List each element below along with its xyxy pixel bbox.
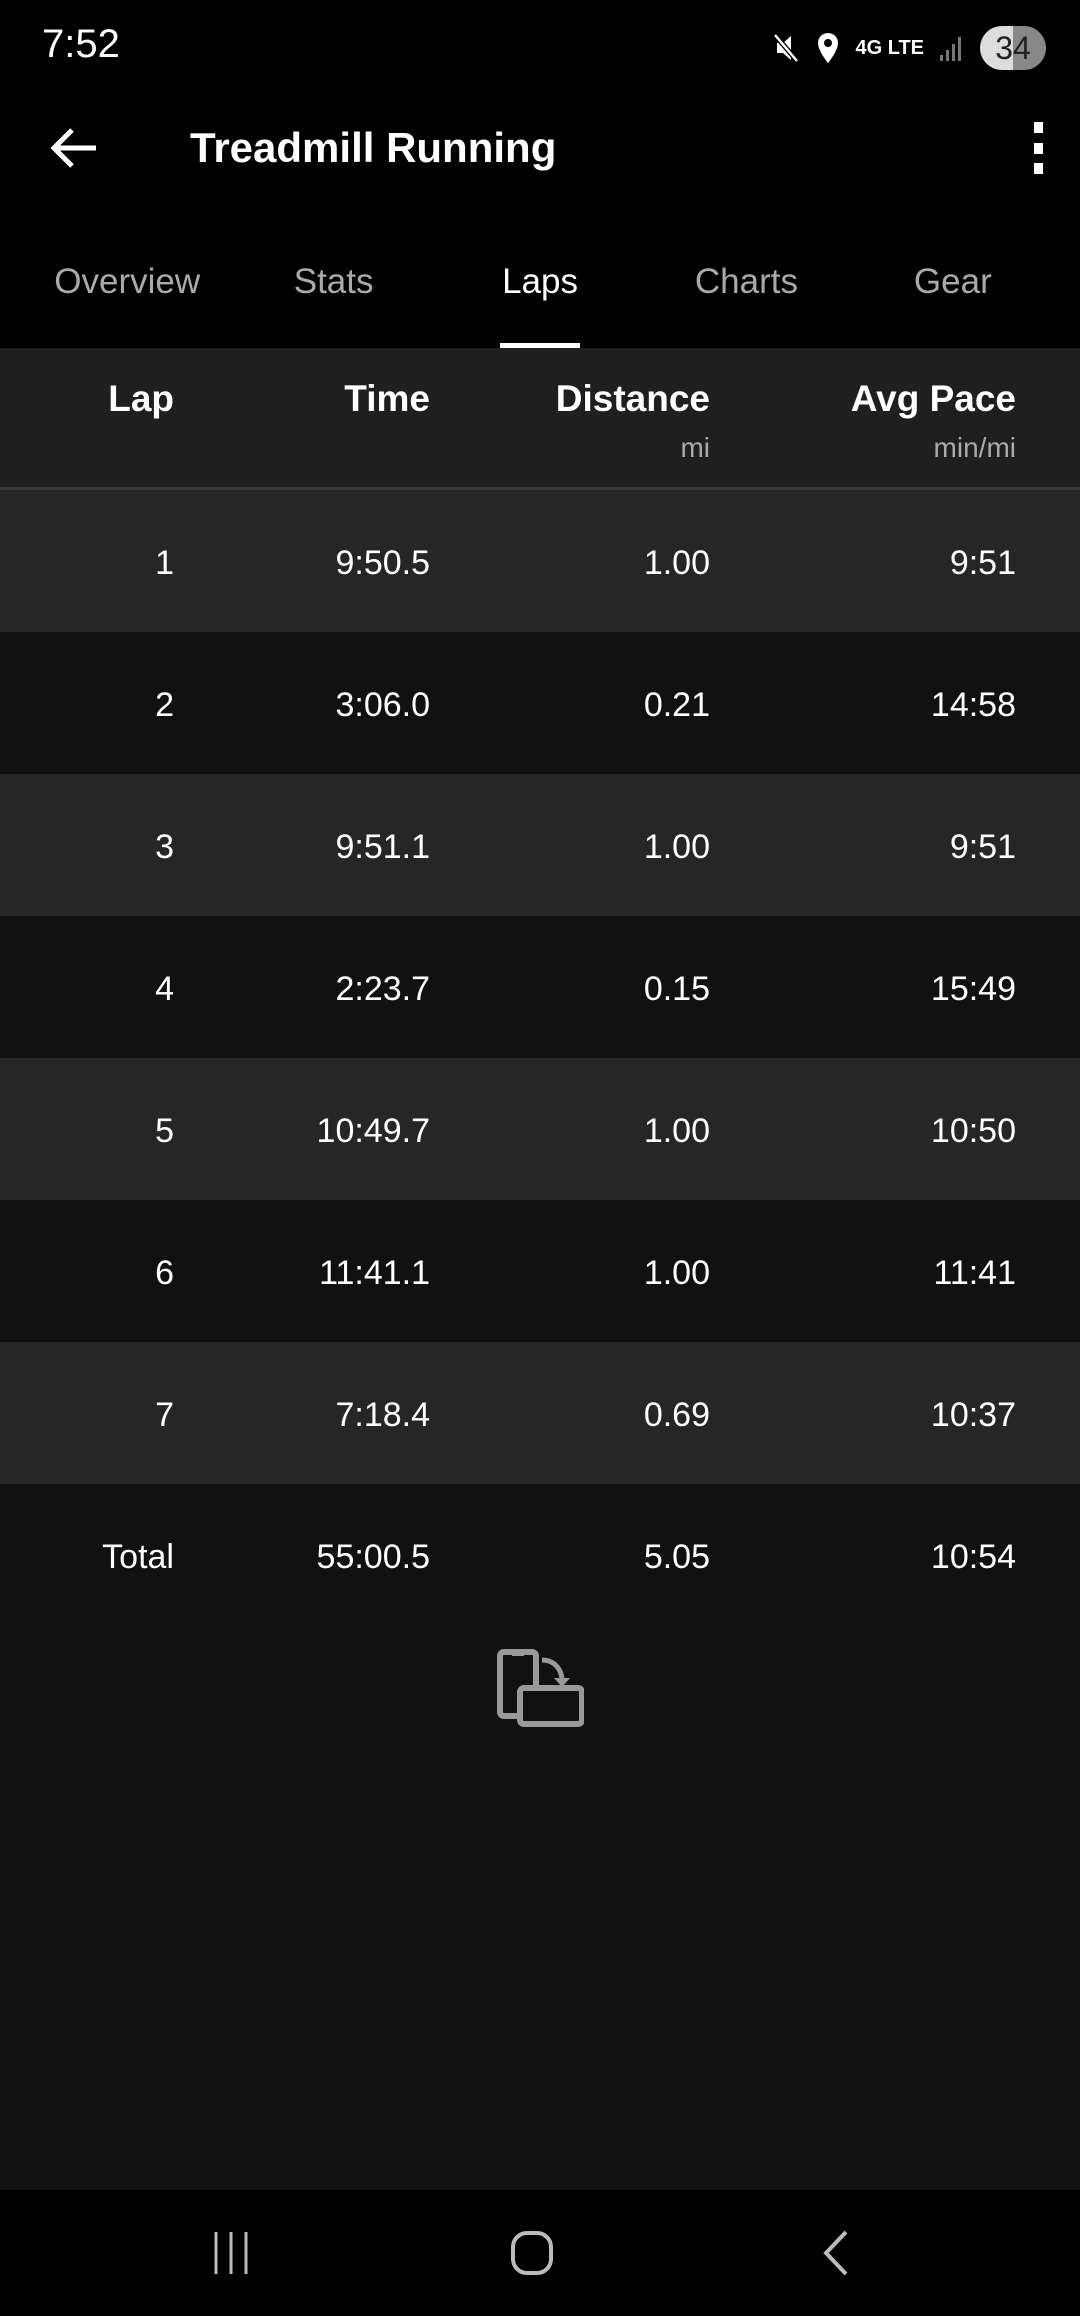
cell-avg-pace: 10:54 [930, 1538, 1016, 1576]
table-row[interactable]: 7 7:18.4 0.69 10:37 [0, 1342, 1080, 1484]
location-icon [818, 33, 839, 63]
signal-icon [940, 37, 961, 61]
cell-lap: Total [102, 1538, 174, 1576]
mute-icon [773, 33, 800, 63]
back-nav-icon[interactable] [818, 2230, 852, 2276]
cell-time: 55:00.5 [316, 1538, 430, 1576]
page-title: Treadmill Running [190, 124, 557, 171]
cell-distance: 0.15 [643, 970, 710, 1008]
tab-laps[interactable]: Laps [437, 256, 643, 348]
cell-time: 9:50.5 [335, 544, 430, 582]
table-row[interactable]: 3 9:51.1 1.00 9:51 [0, 774, 1080, 916]
cell-distance: 1.00 [643, 544, 710, 582]
table-row[interactable]: 2 3:06.0 0.21 14:58 [0, 632, 1080, 774]
home-icon[interactable] [510, 2230, 554, 2276]
column-unit-avg-pace: min/mi [933, 432, 1016, 463]
table-header: Lap Time Distance mi Avg Pace min/mi [0, 348, 1080, 490]
cell-lap: 2 [155, 686, 174, 724]
status-time: 7:52 [42, 22, 120, 66]
cell-distance: 1.00 [643, 1254, 710, 1292]
cell-avg-pace: 9:51 [949, 544, 1016, 582]
total-row: Total 55:00.5 5.05 10:54 [0, 1484, 1080, 1626]
cell-time: 9:51.1 [335, 828, 430, 866]
column-header-avg-pace: Avg Pace [850, 378, 1016, 419]
tab-gear[interactable]: Gear [913, 262, 992, 301]
cell-lap: 1 [155, 544, 174, 582]
tab-bar: Overview Stats Laps Charts Gear [24, 256, 1056, 348]
cell-time: 7:18.4 [335, 1396, 430, 1434]
column-header-time: Time [344, 378, 430, 419]
cell-lap: 5 [155, 1112, 174, 1150]
cell-lap: 6 [155, 1254, 174, 1292]
column-header-lap: Lap [108, 378, 174, 419]
column-unit-distance: mi [680, 432, 710, 463]
system-nav-bar [0, 2190, 1080, 2316]
cell-time: 10:49.7 [316, 1112, 430, 1150]
rotate-screen-icon[interactable] [496, 1648, 584, 1728]
app-header: Treadmill Running Overview Stats Laps Ch… [0, 96, 1080, 348]
back-arrow-icon[interactable] [46, 120, 102, 176]
network-type: 4G LTE [855, 36, 924, 59]
cell-avg-pace: 15:49 [930, 970, 1016, 1008]
cell-avg-pace: 9:51 [949, 828, 1016, 866]
cell-distance: 0.21 [643, 686, 710, 724]
recent-apps-icon[interactable] [210, 2230, 254, 2276]
tab-stats[interactable]: Stats [293, 262, 374, 301]
column-header-distance: Distance [555, 378, 710, 419]
cell-lap: 4 [155, 970, 174, 1008]
table-row[interactable]: 4 2:23.7 0.15 15:49 [0, 916, 1080, 1058]
cell-avg-pace: 10:50 [930, 1112, 1016, 1150]
cell-time: 3:06.0 [335, 686, 430, 724]
cell-lap: 3 [155, 828, 174, 866]
more-options-icon[interactable] [1018, 118, 1058, 178]
cell-time: 2:23.7 [335, 970, 430, 1008]
tab-charts[interactable]: Charts [694, 262, 798, 301]
cell-distance: 0.69 [643, 1396, 710, 1434]
cell-avg-pace: 11:41 [933, 1254, 1016, 1292]
cell-distance: 1.00 [643, 828, 710, 866]
cell-distance: 5.05 [643, 1538, 710, 1576]
cell-lap: 7 [155, 1396, 174, 1434]
table-row[interactable]: 5 10:49.7 1.00 10:50 [0, 1058, 1080, 1200]
status-bar: 7:52 4G LTE 34 [0, 0, 1080, 96]
table-row[interactable]: 1 9:50.5 1.00 9:51 [0, 490, 1080, 632]
cell-distance: 1.00 [643, 1112, 710, 1150]
cell-avg-pace: 10:37 [930, 1396, 1016, 1434]
battery-indicator: 34 [980, 26, 1046, 70]
cell-time: 11:41.1 [319, 1254, 430, 1292]
tab-overview[interactable]: Overview [54, 262, 201, 301]
cell-avg-pace: 14:58 [930, 686, 1016, 724]
table-row[interactable]: 6 11:41.1 1.00 11:41 [0, 1200, 1080, 1342]
